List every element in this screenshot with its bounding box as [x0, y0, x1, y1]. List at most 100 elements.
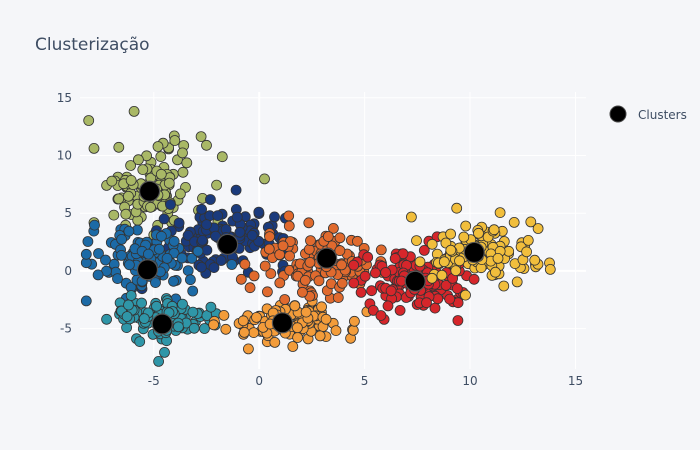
x-tick-label: -5: [148, 374, 160, 388]
data-point: [165, 199, 176, 210]
cluster-centroid: [151, 313, 173, 335]
data-point: [269, 336, 281, 348]
data-point: [163, 177, 175, 189]
data-point: [152, 141, 164, 152]
cluster-centroid: [138, 180, 161, 202]
data-point: [385, 285, 397, 297]
data-point: [263, 243, 275, 255]
data-point: [218, 309, 230, 321]
data-point: [525, 216, 537, 228]
data-point: [314, 330, 326, 342]
data-point: [452, 315, 464, 326]
data-point: [120, 208, 132, 220]
data-point: [332, 292, 344, 304]
data-point: [264, 231, 276, 243]
data-point: [488, 224, 500, 236]
cluster-centroid: [316, 247, 338, 269]
data-point: [296, 286, 308, 298]
data-point: [498, 280, 510, 292]
data-point: [327, 222, 339, 234]
data-point: [451, 202, 463, 214]
data-point: [113, 141, 125, 153]
data-point: [92, 269, 104, 281]
data-point: [351, 235, 363, 247]
data-point: [367, 304, 379, 316]
data-point: [279, 294, 291, 305]
data-point: [405, 211, 417, 223]
data-point: [220, 323, 232, 335]
data-point: [274, 277, 286, 289]
data-point: [303, 217, 315, 229]
axes: -5 0 5 10 15 -5 0 5 10 15: [57, 91, 583, 388]
data-point: [238, 326, 250, 338]
y-tick-label: 10: [57, 148, 72, 162]
data-point: [153, 243, 165, 255]
data-point: [132, 154, 144, 166]
data-point: [199, 323, 210, 334]
data-point: [334, 245, 346, 257]
cluster-centroids: [136, 180, 485, 335]
data-point: [172, 321, 184, 333]
data-point: [205, 301, 217, 313]
data-point: [529, 254, 541, 266]
data-point: [253, 206, 265, 218]
data-point: [83, 115, 95, 126]
data-point: [251, 311, 262, 323]
data-point: [216, 151, 228, 163]
data-point: [300, 306, 312, 318]
data-point: [138, 313, 150, 325]
data-point: [155, 151, 167, 163]
cluster-centroid: [463, 241, 485, 264]
data-point: [108, 209, 120, 221]
data-point: [89, 219, 100, 231]
data-point: [153, 355, 165, 367]
data-point: [421, 297, 432, 309]
data-point: [145, 201, 156, 213]
data-point: [397, 248, 409, 260]
data-point: [366, 285, 378, 297]
data-point: [234, 226, 246, 238]
data-point: [394, 304, 406, 316]
data-point: [100, 254, 111, 266]
data-point: [440, 279, 452, 291]
data-point: [369, 267, 381, 279]
cluster-centroid: [136, 259, 159, 281]
legend[interactable]: Clusters: [609, 105, 687, 123]
data-point: [116, 233, 127, 245]
x-tick-label: 15: [568, 374, 583, 388]
data-point: [188, 322, 200, 334]
data-point: [136, 297, 148, 309]
data-point: [494, 207, 506, 219]
data-point: [473, 227, 484, 239]
data-point: [210, 230, 222, 242]
data-point: [330, 325, 342, 337]
data-point: [196, 234, 208, 246]
data-point: [177, 147, 188, 159]
data-point: [444, 293, 456, 305]
data-point: [208, 262, 220, 274]
data-point: [184, 274, 196, 286]
data-point: [336, 277, 348, 289]
data-point: [291, 322, 303, 334]
data-point: [215, 255, 227, 266]
data-point: [426, 272, 438, 284]
data-point: [426, 238, 438, 250]
data-point: [454, 255, 465, 267]
data-point: [201, 219, 213, 231]
data-point: [80, 248, 92, 260]
data-point: [362, 251, 374, 263]
data-point: [348, 277, 360, 289]
data-point: [134, 336, 146, 348]
data-point: [511, 276, 523, 288]
data-point: [522, 234, 534, 246]
y-tick-label: -5: [60, 322, 72, 336]
data-point: [212, 210, 224, 222]
data-point: [80, 295, 92, 307]
data-point: [159, 346, 170, 358]
data-point: [177, 298, 188, 310]
data-point: [468, 273, 480, 285]
data-point: [128, 106, 140, 117]
data-point: [106, 175, 118, 187]
data-point: [489, 266, 501, 278]
